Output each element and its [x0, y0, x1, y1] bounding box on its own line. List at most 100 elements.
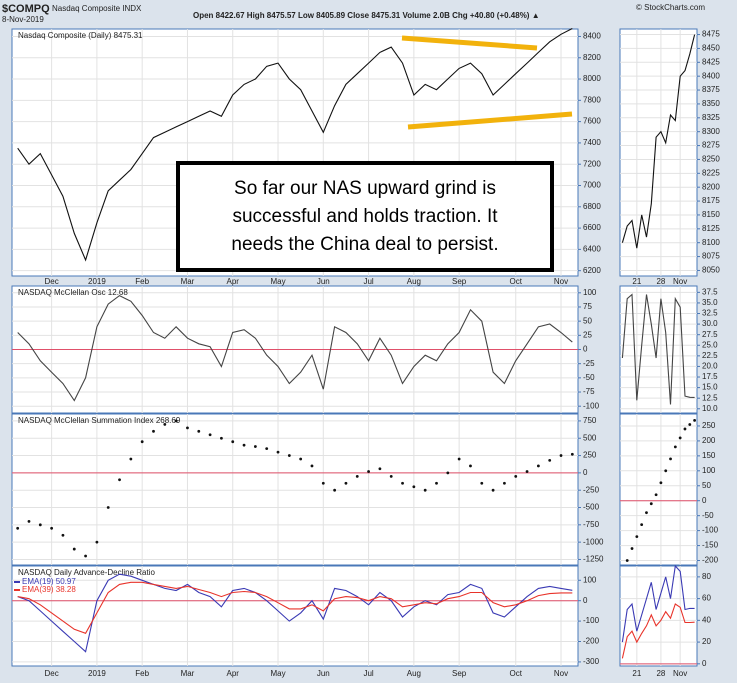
- panel-title: NASDAQ McClellan Osc 12.68: [18, 288, 128, 297]
- y-tick-label: 8400: [702, 71, 720, 80]
- y-tick-label: 37.5: [702, 287, 718, 296]
- y-tick-label: -750: [583, 520, 600, 529]
- point: [469, 464, 472, 468]
- point: [174, 419, 178, 423]
- point: [253, 445, 257, 448]
- point: [491, 488, 495, 492]
- y-tick-label: 20: [702, 637, 711, 646]
- y-tick-label: -250: [583, 485, 600, 494]
- series-line: [17, 294, 573, 402]
- y-tick-label: -150: [702, 541, 719, 550]
- point: [84, 554, 87, 558]
- y-tick-label: 8125: [702, 224, 720, 233]
- y-tick-label: 100: [702, 466, 716, 475]
- y-tick-label: 250: [583, 451, 597, 460]
- y-tick-label: 6400: [583, 244, 601, 253]
- point: [367, 470, 370, 473]
- point: [683, 427, 687, 431]
- point: [152, 429, 155, 433]
- y-tick-label: 750: [583, 416, 597, 425]
- point: [72, 547, 76, 551]
- legend-label: EMA(39) 38.28: [22, 585, 76, 594]
- date: 8-Nov-2019: [2, 15, 44, 24]
- y-tick-label: 8300: [702, 127, 720, 136]
- point: [536, 464, 540, 468]
- point: [654, 493, 658, 497]
- point: [630, 547, 634, 550]
- point: [333, 488, 337, 492]
- annotation-box: [176, 161, 554, 272]
- point: [503, 481, 506, 485]
- point: [480, 481, 484, 485]
- point: [669, 457, 672, 461]
- y-tick-label: 250: [702, 421, 716, 430]
- symbol: $COMPQ: [2, 3, 50, 15]
- legend-label: EMA(19) 50.97: [22, 577, 76, 586]
- annotation-text: needs the China deal to persist.: [231, 234, 498, 255]
- y-tick-label: 8175: [702, 196, 720, 205]
- y-tick-label: 25: [583, 330, 592, 339]
- x-tick-label: Mar: [181, 277, 195, 286]
- point: [321, 481, 325, 485]
- x-tick-label: Jul: [363, 669, 373, 678]
- y-tick-label: 8200: [702, 182, 720, 191]
- point: [635, 535, 639, 538]
- point: [140, 440, 144, 444]
- point: [265, 447, 269, 451]
- y-tick-label: 0: [583, 345, 588, 354]
- y-tick-label: 8000: [583, 74, 601, 83]
- y-tick-label: 8325: [702, 113, 720, 122]
- x-tick-label: Apr: [227, 277, 240, 286]
- point: [423, 488, 427, 492]
- y-tick-label: 0: [583, 596, 588, 605]
- y-tick-label: 8475: [702, 30, 720, 39]
- y-tick-label: 150: [702, 451, 716, 460]
- series-line: [621, 603, 695, 659]
- x-tick-label: Sep: [452, 277, 467, 286]
- y-tick-label: -1000: [583, 537, 604, 546]
- point: [129, 457, 133, 461]
- y-tick-label: 30.0: [702, 319, 718, 328]
- panel-title: NASDAQ McClellan Summation Index 268.69: [18, 416, 181, 425]
- y-tick-label: 8150: [702, 210, 720, 219]
- y-tick-label: 0: [702, 659, 707, 668]
- point: [27, 519, 31, 523]
- y-tick-label: 7000: [583, 181, 601, 190]
- trend-line: [407, 111, 573, 130]
- point: [446, 471, 450, 475]
- point: [673, 445, 677, 449]
- y-tick-label: 8250: [702, 155, 720, 164]
- panel: [619, 565, 698, 667]
- x-tick-label: Nov: [554, 669, 568, 678]
- y-tick-label: 8375: [702, 85, 720, 94]
- y-tick-label: 8075: [702, 252, 720, 261]
- point: [645, 511, 648, 515]
- point: [95, 540, 99, 544]
- y-tick-label: 80: [702, 572, 711, 581]
- panel: [619, 28, 698, 277]
- quote: Open 8422.67 High 8475.57 Low 8405.89 Cl…: [193, 11, 540, 20]
- point: [186, 426, 189, 430]
- x-tick-label: Nov: [554, 277, 568, 286]
- series-line: [621, 564, 695, 643]
- point: [61, 533, 65, 537]
- point: [220, 436, 223, 440]
- point: [242, 443, 246, 447]
- panel: [619, 285, 698, 414]
- x-tick-label: Dec: [45, 277, 59, 286]
- y-tick-label: 50: [583, 316, 592, 325]
- point: [688, 423, 692, 426]
- y-tick-label: 22.5: [702, 351, 718, 360]
- source: © StockCharts.com: [636, 3, 705, 12]
- point: [344, 481, 348, 485]
- y-tick-label: 100: [583, 288, 597, 297]
- y-tick-label: 75: [583, 302, 592, 311]
- y-tick-label: -50: [702, 511, 714, 520]
- point: [163, 422, 167, 426]
- point: [208, 433, 212, 437]
- series-line: [17, 581, 573, 634]
- y-tick-label: 8400: [583, 32, 601, 41]
- y-tick-label: 0: [702, 496, 707, 505]
- y-tick-label: 7200: [583, 159, 601, 168]
